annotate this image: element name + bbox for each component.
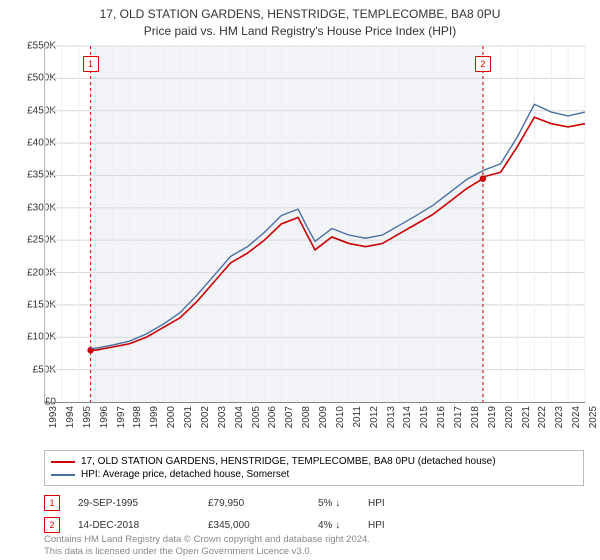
title-line-1: 17, OLD STATION GARDENS, HENSTRIDGE, TEM… — [0, 6, 600, 23]
footer: Contains HM Land Registry data © Crown c… — [44, 534, 370, 559]
x-tick-label: 2000 — [166, 406, 177, 428]
transaction-marker-num: 2 — [44, 517, 60, 533]
x-tick-label: 2025 — [588, 406, 599, 428]
x-tick-label: 2024 — [571, 406, 582, 428]
footer-line-1: Contains HM Land Registry data © Crown c… — [44, 534, 370, 546]
x-tick-label: 2002 — [200, 406, 211, 428]
x-tick-label: 2014 — [402, 406, 413, 428]
transaction-row: 2 14-DEC-2018£345,0004% ↓HPI — [44, 514, 584, 536]
shaded-band — [91, 46, 483, 402]
series-marker — [480, 175, 486, 181]
x-tick-label: 2010 — [335, 406, 346, 428]
x-tick-label: 2012 — [369, 406, 380, 428]
x-tick-label: 1994 — [65, 406, 76, 428]
transaction-date: 29-SEP-1995 — [78, 498, 208, 509]
x-tick-label: 2009 — [318, 406, 329, 428]
transaction-delta: 4% ↓ — [318, 520, 368, 531]
x-tick-label: 2008 — [301, 406, 312, 428]
legend-swatch — [51, 461, 75, 463]
x-tick-label: 2011 — [352, 406, 363, 428]
plot-svg — [45, 46, 585, 402]
x-tick-label: 2003 — [217, 406, 228, 428]
legend-swatch — [51, 474, 75, 476]
x-tick-label: 2001 — [183, 406, 194, 428]
legend: 17, OLD STATION GARDENS, HENSTRIDGE, TEM… — [44, 450, 584, 486]
x-tick-label: 2019 — [487, 406, 498, 428]
transaction-vs: HPI — [368, 520, 408, 531]
legend-row: HPI: Average price, detached house, Some… — [51, 468, 577, 481]
transaction-marker-num: 1 — [44, 495, 60, 511]
chart-container: 17, OLD STATION GARDENS, HENSTRIDGE, TEM… — [0, 0, 600, 560]
x-tick-label: 1993 — [48, 406, 59, 428]
x-tick-label: 2023 — [554, 406, 565, 428]
legend-label: 17, OLD STATION GARDENS, HENSTRIDGE, TEM… — [81, 456, 496, 467]
x-tick-label: 2005 — [251, 406, 262, 428]
x-tick-label: 2022 — [537, 406, 548, 428]
marker-flag: 1 — [83, 56, 99, 72]
x-tick-label: 1999 — [149, 406, 160, 428]
x-tick-label: 2016 — [436, 406, 447, 428]
transaction-vs: HPI — [368, 498, 408, 509]
footer-line-2: This data is licensed under the Open Gov… — [44, 546, 370, 558]
x-tick-label: 1995 — [82, 406, 93, 428]
transaction-row: 1 29-SEP-1995£79,9505% ↓HPI — [44, 492, 584, 514]
title-block: 17, OLD STATION GARDENS, HENSTRIDGE, TEM… — [0, 0, 600, 40]
x-tick-label: 2013 — [386, 406, 397, 428]
x-tick-label: 2015 — [419, 406, 430, 428]
x-tick-label: 2004 — [234, 406, 245, 428]
x-tick-label: 1998 — [132, 406, 143, 428]
legend-label: HPI: Average price, detached house, Some… — [81, 469, 289, 480]
x-tick-label: 2021 — [521, 406, 532, 428]
transaction-price: £79,950 — [208, 498, 318, 509]
legend-row: 17, OLD STATION GARDENS, HENSTRIDGE, TEM… — [51, 455, 577, 468]
x-tick-label: 2007 — [284, 406, 295, 428]
x-tick-label: 2020 — [504, 406, 515, 428]
x-tick-label: 2018 — [470, 406, 481, 428]
x-tick-label: 2017 — [453, 406, 464, 428]
transaction-table: 1 29-SEP-1995£79,9505% ↓HPI 2 14-DEC-2018£3… — [44, 492, 584, 536]
x-tick-label: 2006 — [267, 406, 278, 428]
x-tick-label: 1997 — [116, 406, 127, 428]
title-line-2: Price paid vs. HM Land Registry's House … — [0, 23, 600, 40]
transaction-date: 14-DEC-2018 — [78, 520, 208, 531]
marker-flag: 2 — [475, 56, 491, 72]
x-tick-label: 1996 — [99, 406, 110, 428]
transaction-price: £345,000 — [208, 520, 318, 531]
transaction-delta: 5% ↓ — [318, 498, 368, 509]
plot-area: 12 — [44, 46, 585, 403]
